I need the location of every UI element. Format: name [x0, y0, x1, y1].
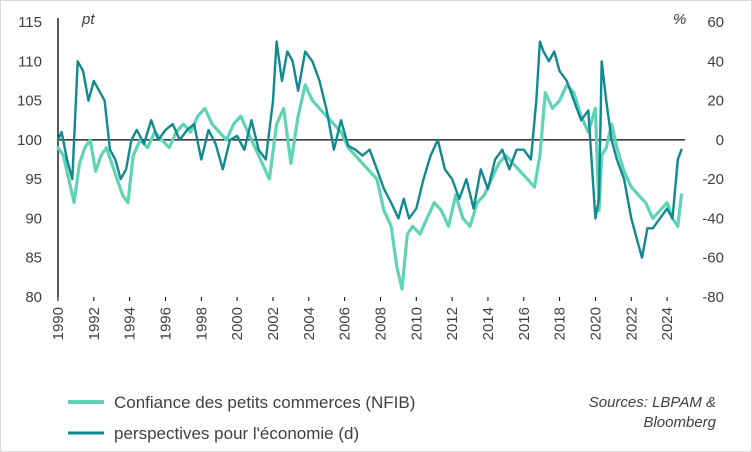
left-tick-label: 90 — [25, 210, 42, 227]
right-tick-label: -40 — [702, 210, 724, 227]
source-line-1: Sources: LBPAM & — [588, 394, 716, 411]
right-tick-label: -60 — [702, 250, 724, 267]
x-tick-label: 2022 — [623, 307, 640, 340]
x-tick-label: 2004 — [301, 307, 318, 340]
series-layer — [56, 40, 684, 291]
x-tick-label: 2014 — [480, 307, 497, 340]
left-tick-label: 85 — [25, 250, 42, 267]
source-note: Sources: LBPAM & Bloomberg — [589, 393, 716, 433]
legend-label-outlook: perspectives pour l'économie (d) — [114, 424, 359, 443]
left-tick-label: 105 — [17, 93, 42, 110]
x-tick-label: 2000 — [229, 307, 246, 340]
left-unit-label: pt — [81, 11, 95, 28]
x-tick-label: 1996 — [157, 307, 174, 340]
right-tick-label: 40 — [707, 53, 724, 70]
x-tick-label: 2016 — [516, 307, 533, 340]
x-axis: 1990 1992 1994 1996 1998 2000 2002 2004 2006 2008… — [50, 297, 676, 340]
left-tick-label: 110 — [18, 53, 42, 70]
x-tick-label: 2002 — [265, 307, 282, 340]
x-tick-label: 1998 — [193, 307, 210, 340]
x-tick-label: 2024 — [659, 307, 676, 340]
series-line-outlook — [56, 40, 683, 259]
x-tick-label: 2006 — [337, 307, 354, 340]
x-tick-label: 2012 — [444, 307, 461, 340]
source-line-2: Bloomberg — [643, 414, 716, 431]
right-tick-label: -20 — [702, 171, 724, 188]
legend-label-nfib: Confiance des petits commerces (NFIB) — [114, 393, 415, 412]
right-tick-label: 60 — [707, 14, 724, 31]
right-unit-label: % — [673, 11, 686, 28]
left-tick-label: 100 — [17, 132, 42, 149]
left-tick-label: 115 — [18, 14, 42, 31]
x-tick-label: 2010 — [408, 307, 425, 340]
left-axis: 115 110 105 100 95 90 85 80 — [17, 14, 42, 306]
left-tick-label: 95 — [25, 171, 42, 188]
right-tick-label: 20 — [707, 93, 724, 110]
x-tick-label: 2018 — [552, 307, 569, 340]
x-tick-label: 1990 — [50, 307, 67, 340]
left-tick-label: 80 — [25, 289, 42, 306]
x-tick-label: 1994 — [122, 307, 139, 340]
x-tick-label: 1992 — [86, 307, 103, 340]
x-tick-label: 2020 — [587, 307, 604, 340]
right-tick-label: -80 — [702, 289, 724, 306]
right-axis: 60 40 20 0 -20 -40 -60 -80 — [702, 14, 724, 306]
right-tick-label: 0 — [716, 132, 724, 149]
x-tick-label: 2008 — [372, 307, 389, 340]
